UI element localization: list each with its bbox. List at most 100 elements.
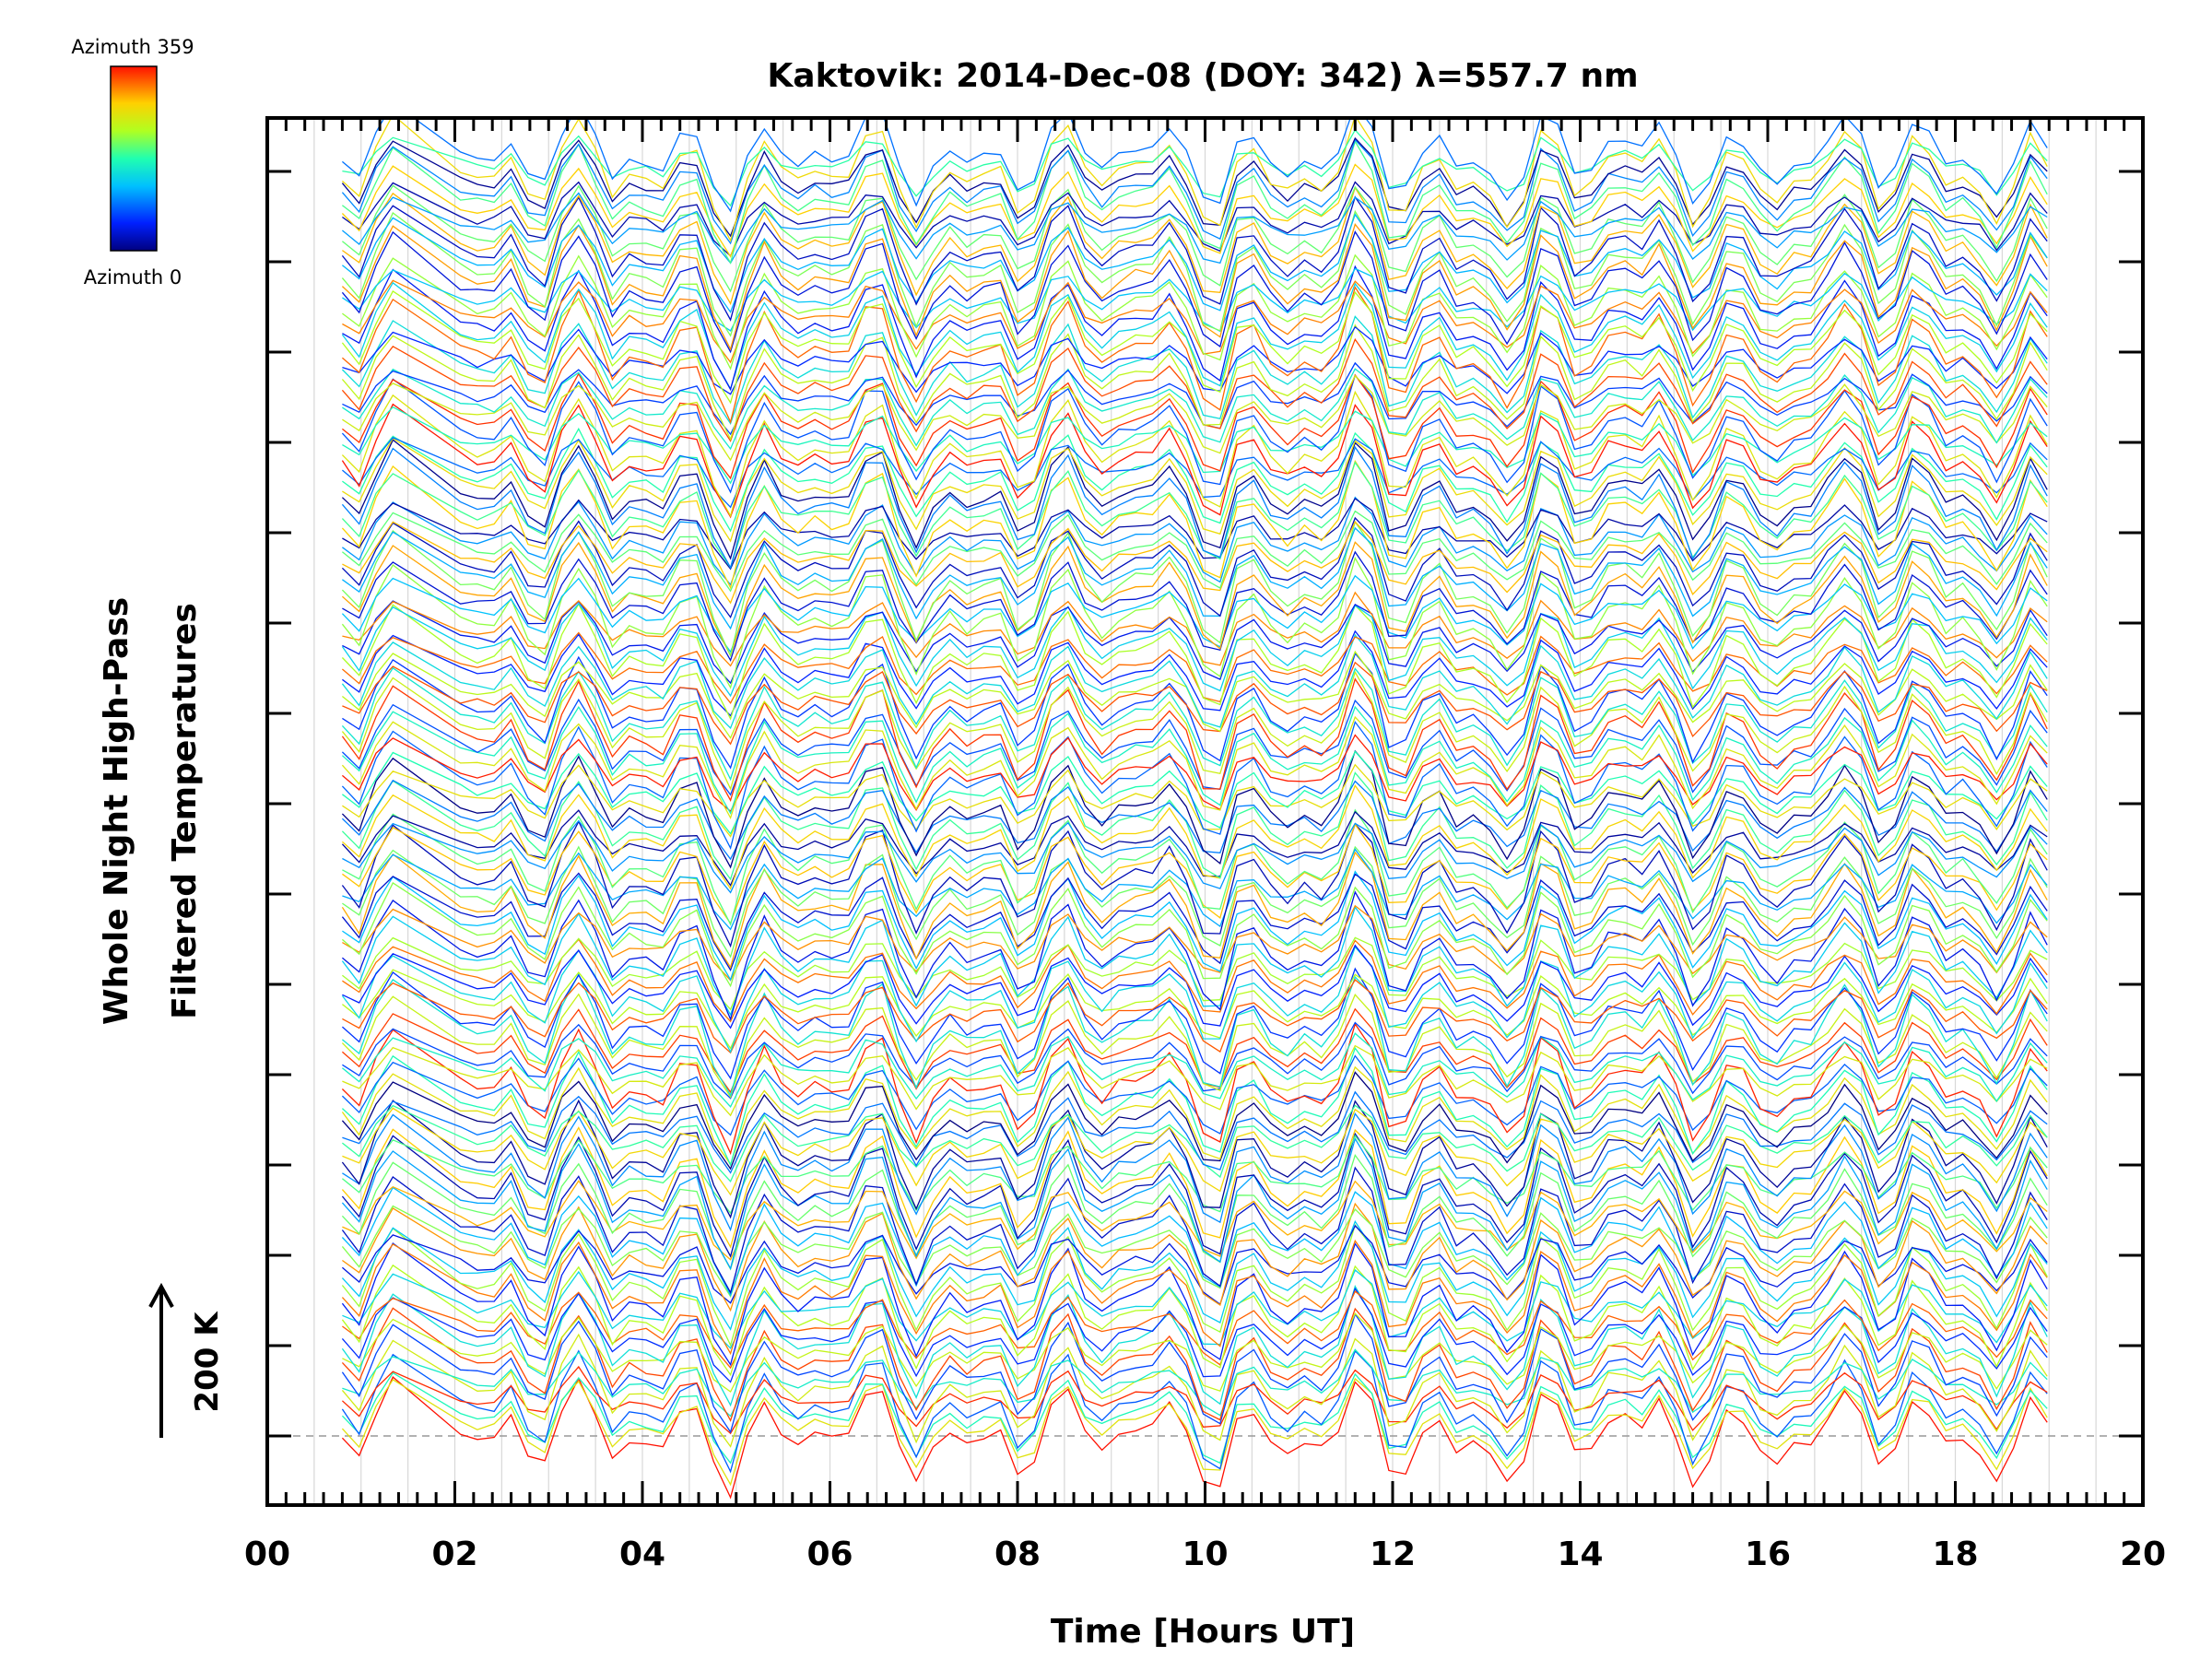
trace-line bbox=[342, 870, 2048, 982]
trace-line bbox=[342, 1090, 2048, 1174]
trace-line bbox=[341, 510, 2048, 593]
trace-line bbox=[342, 1180, 2048, 1261]
trace-line bbox=[341, 993, 2048, 1099]
x-tick-label: 16 bbox=[1745, 1535, 1791, 1573]
trace-line bbox=[342, 185, 2048, 306]
trace-line bbox=[341, 771, 2048, 881]
trace-line bbox=[342, 550, 2048, 663]
trace-line bbox=[341, 1285, 2048, 1407]
trace-line bbox=[341, 1377, 2048, 1487]
trace-line bbox=[341, 602, 2048, 698]
trace-line bbox=[341, 779, 2048, 861]
trace-line bbox=[342, 629, 2048, 717]
trace-line bbox=[341, 666, 2048, 782]
trace-line bbox=[342, 848, 2048, 931]
x-tick-label: 04 bbox=[619, 1535, 665, 1573]
axis-ticks bbox=[265, 118, 2145, 1505]
trace-line bbox=[341, 324, 2048, 441]
trace-line bbox=[341, 1219, 2048, 1331]
trace-line bbox=[341, 1312, 2048, 1434]
trace-line bbox=[341, 1307, 2048, 1422]
trace-line bbox=[341, 851, 2048, 970]
trace-line bbox=[342, 750, 2048, 835]
trace-line bbox=[341, 819, 2048, 948]
trace-line bbox=[341, 1349, 2048, 1474]
trace-line bbox=[341, 139, 2048, 265]
trace-line bbox=[341, 633, 2048, 730]
trace-line bbox=[341, 872, 2048, 971]
x-tick-label: 10 bbox=[1182, 1535, 1228, 1573]
trace-line bbox=[341, 1046, 2048, 1167]
trace-line bbox=[341, 1376, 2048, 1500]
x-axis-label: Time [Hours UT] bbox=[1051, 1613, 1355, 1651]
trace-line bbox=[342, 496, 2048, 586]
trace-line bbox=[342, 808, 2048, 926]
trace-line bbox=[342, 181, 2048, 257]
trace-line bbox=[341, 1071, 2048, 1171]
trace-line bbox=[341, 972, 2048, 1097]
trace-line bbox=[341, 390, 2048, 518]
azimuth-colorbar bbox=[110, 65, 158, 252]
trace-line bbox=[341, 138, 2048, 245]
trace-line bbox=[341, 556, 2048, 689]
scale-arrow-head bbox=[148, 1282, 174, 1308]
trace-line bbox=[342, 437, 2048, 543]
x-tick-labels: 00 02 04 06 08 10 12 14 16 18 20 bbox=[244, 1535, 2166, 1573]
trace-line bbox=[342, 904, 2048, 982]
trace-line bbox=[342, 368, 2048, 451]
trace-line bbox=[341, 1264, 2048, 1377]
trace-line bbox=[341, 372, 2048, 480]
x-tick-label: 20 bbox=[2120, 1535, 2166, 1573]
trace-line bbox=[342, 253, 2048, 371]
trace-line bbox=[341, 1333, 2048, 1448]
trace-line bbox=[341, 946, 2048, 1053]
trace-line bbox=[342, 521, 2048, 605]
trace-line bbox=[342, 591, 2048, 667]
trace-line bbox=[341, 1186, 2048, 1297]
trace-line bbox=[341, 230, 2048, 354]
trace-line bbox=[342, 944, 2048, 1030]
trace-line bbox=[341, 315, 2048, 425]
legend-bottom-label: Azimuth 0 bbox=[84, 266, 182, 288]
trace-line bbox=[341, 890, 2048, 1021]
trace-line bbox=[341, 437, 2048, 509]
trace-line bbox=[341, 223, 2048, 351]
trace-line bbox=[342, 1202, 2048, 1312]
y-axis-label-line1: Whole Night High-Pass bbox=[98, 597, 135, 1025]
trace-line bbox=[341, 541, 2048, 658]
trace-line bbox=[341, 1205, 2048, 1299]
trace-line bbox=[341, 373, 2048, 494]
trace-line bbox=[341, 195, 2048, 322]
trace-line bbox=[341, 1135, 2048, 1215]
trace-line bbox=[342, 819, 2048, 894]
trace-line bbox=[342, 600, 2048, 685]
trace-line bbox=[341, 602, 2048, 721]
trace-line bbox=[341, 281, 2048, 391]
trace-line bbox=[341, 1239, 2048, 1356]
trace-line bbox=[341, 459, 2048, 590]
x-tick-label: 06 bbox=[806, 1535, 853, 1573]
legend-top-label: Azimuth 359 bbox=[71, 36, 194, 58]
trace-line bbox=[341, 1126, 2048, 1249]
trace-line bbox=[342, 1044, 2048, 1117]
trace-line bbox=[341, 1136, 2048, 1271]
trace-line bbox=[342, 652, 2048, 770]
trace-line bbox=[341, 715, 2048, 820]
x-tick-label: 08 bbox=[994, 1535, 1041, 1573]
trace-line bbox=[342, 1290, 2048, 1370]
trace-line bbox=[341, 720, 2048, 851]
trace-line bbox=[342, 267, 2048, 333]
traces bbox=[341, 118, 2048, 1500]
trace-line bbox=[341, 118, 2048, 213]
trace-line bbox=[341, 1099, 2048, 1219]
trace-line bbox=[341, 1104, 2048, 1182]
trace-line bbox=[342, 845, 2048, 959]
trace-line bbox=[341, 1054, 2048, 1136]
x-tick-label: 14 bbox=[1557, 1535, 1603, 1573]
trace-line bbox=[341, 677, 2048, 802]
trace-line bbox=[342, 279, 2048, 364]
x-tick-label: 18 bbox=[1932, 1535, 1978, 1573]
trace-line bbox=[342, 822, 2048, 925]
y-axis-label-line2: Filtered Temperatures bbox=[166, 603, 204, 1019]
